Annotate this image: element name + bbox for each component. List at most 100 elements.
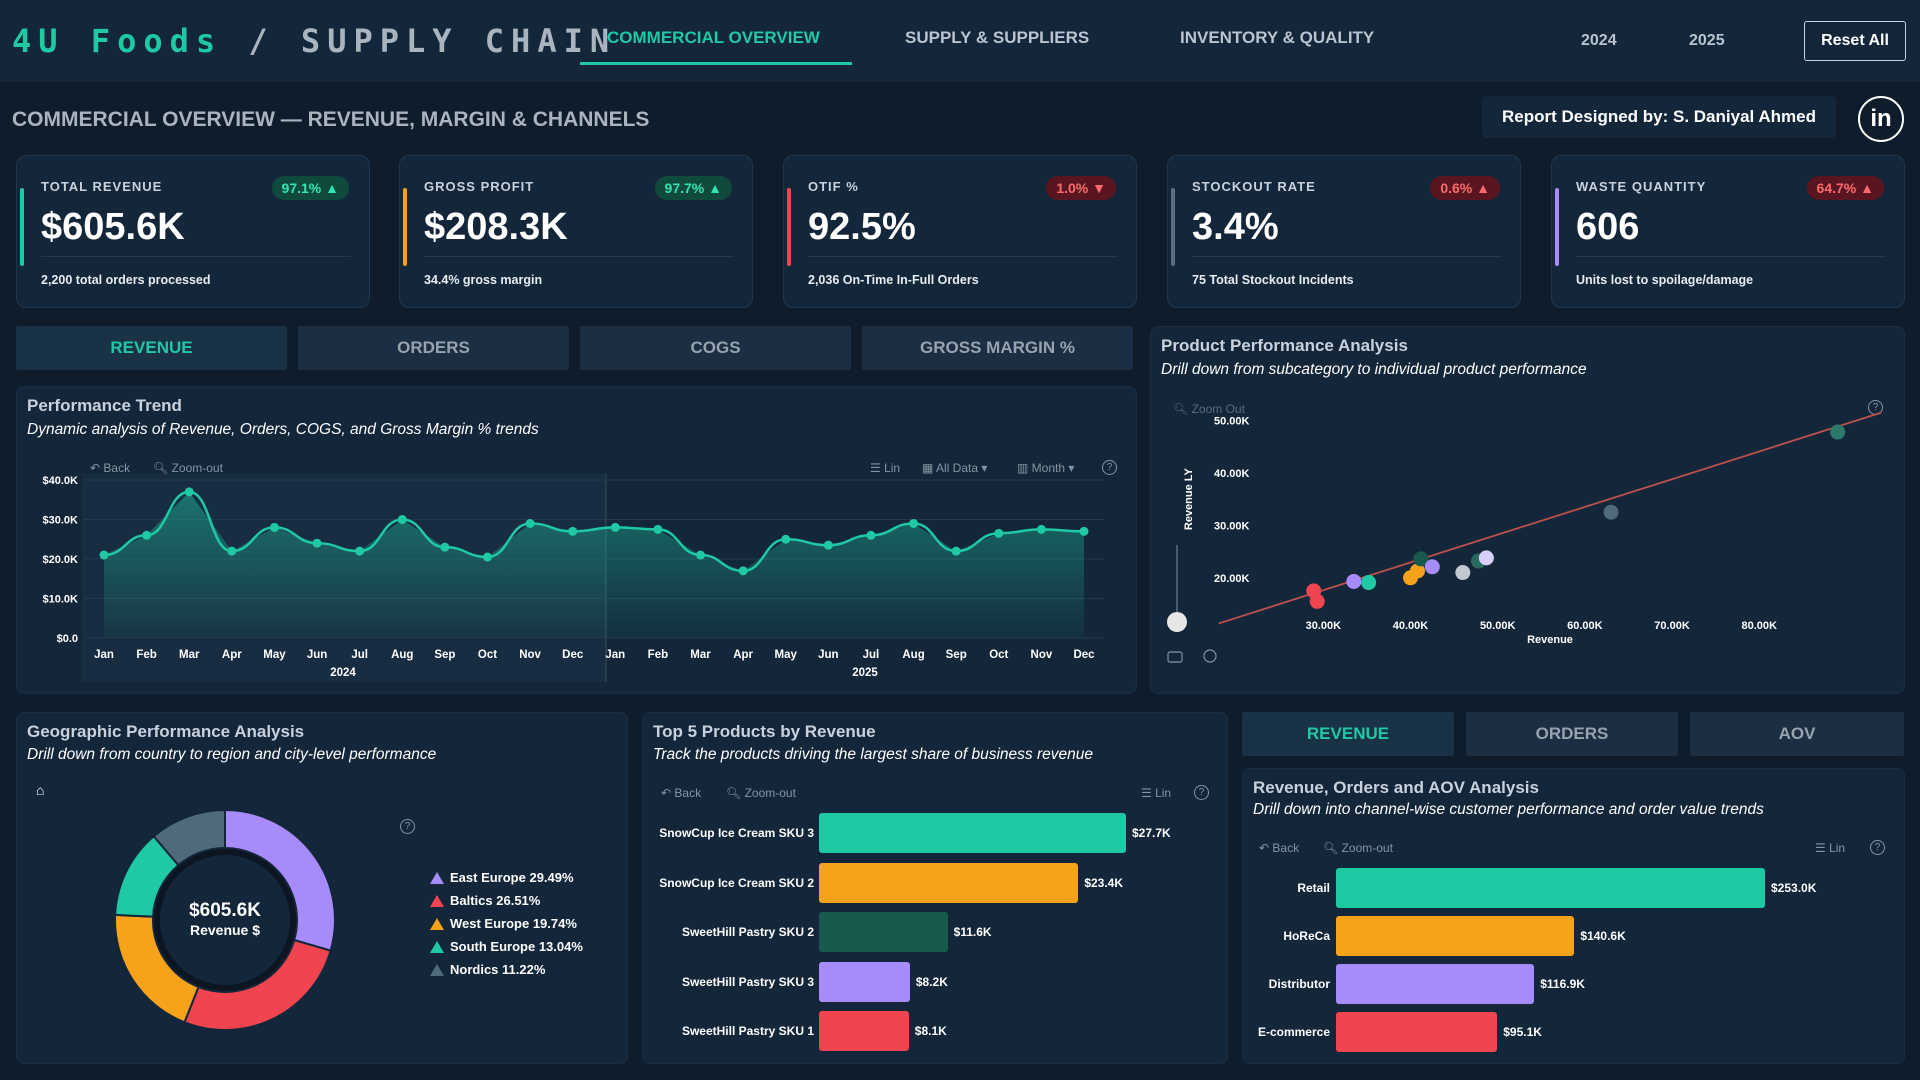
channel-tab-revenue[interactable]: REVENUE <box>1242 712 1454 756</box>
trend-point[interactable] <box>99 550 109 560</box>
donut-slice[interactable] <box>152 808 226 867</box>
trend-point[interactable] <box>951 546 961 556</box>
trend-point[interactable] <box>781 534 791 544</box>
top5-zoom-button[interactable]: 🔍︎ Zoom-out <box>726 786 796 800</box>
geo-legend-item[interactable]: East Europe 29.49% <box>430 870 583 885</box>
trend-point[interactable] <box>525 518 535 528</box>
geo-legend-label: Nordics 11.22% <box>450 962 546 977</box>
bar[interactable] <box>1336 1012 1498 1052</box>
kpi-label: TOTAL REVENUE <box>41 179 163 194</box>
geo-legend-item[interactable]: West Europe 19.74% <box>430 916 583 931</box>
trend-point[interactable] <box>738 566 748 576</box>
geo-legend-item[interactable]: South Europe 13.04% <box>430 939 583 954</box>
channel-help-icon[interactable]: ? <box>1870 840 1885 855</box>
geo-help-icon[interactable]: ? <box>400 819 415 834</box>
scatter-point[interactable] <box>1478 550 1494 566</box>
trend-point[interactable] <box>184 487 194 497</box>
kpi-card: WASTE QUANTITY 64.7% ▲ 606 Units lost to sp… <box>1551 155 1905 308</box>
channel-back-button[interactable]: ↶ Back <box>1259 841 1299 855</box>
scatter-point[interactable] <box>1413 551 1429 567</box>
channel-zoom-button[interactable]: 🔍︎ Zoom-out <box>1323 841 1393 855</box>
trend-all-data-dropdown[interactable]: ▦ All Data ▾ <box>922 461 987 475</box>
scatter-point[interactable] <box>1346 573 1362 589</box>
kpi-subtext: 75 Total Stockout Incidents <box>1192 273 1354 287</box>
trend-zoom-button[interactable]: 🔍︎ Zoom-out <box>153 461 223 475</box>
tab-supply-suppliers[interactable]: SUPPLY & SUPPLIERS <box>905 28 1090 47</box>
bar[interactable] <box>819 1011 909 1051</box>
bar-category-label: E-commerce <box>1257 1025 1330 1039</box>
bar[interactable] <box>819 813 1126 853</box>
trend-point[interactable] <box>909 518 919 528</box>
home-icon[interactable]: ⌂ <box>36 782 45 798</box>
scatter-point[interactable] <box>1361 575 1377 591</box>
metric-tab-orders[interactable]: ORDERS <box>298 326 569 370</box>
top5-back-button[interactable]: ↶ Back <box>661 786 701 800</box>
top5-help-icon[interactable]: ? <box>1194 785 1209 800</box>
scatter-point[interactable] <box>1409 563 1425 579</box>
trend-point[interactable] <box>866 530 876 540</box>
trend-point[interactable] <box>355 546 365 556</box>
scatter-point[interactable] <box>1830 424 1846 440</box>
year-filter-2025[interactable]: 2025 <box>1689 32 1725 49</box>
scatter-zoom-out-button[interactable]: 🔍︎ Zoom Out <box>1173 402 1245 416</box>
bar[interactable] <box>819 862 1079 903</box>
geo-legend-label: East Europe 29.49% <box>450 870 574 885</box>
trend-month-dropdown[interactable]: ▥ Month ▾ <box>1017 461 1074 475</box>
trend-point[interactable] <box>397 515 407 524</box>
geo-legend-item[interactable]: Nordics 11.22% <box>430 962 583 977</box>
trend-point[interactable] <box>1079 526 1089 536</box>
trend-point[interactable] <box>1036 524 1046 534</box>
bar[interactable] <box>819 912 948 952</box>
tab-commercial-overview[interactable]: COMMERCIAL OVERVIEW <box>607 28 820 47</box>
kpi-label: STOCKOUT RATE <box>1192 179 1316 194</box>
trend-point[interactable] <box>440 542 450 552</box>
trend-lin-button[interactable]: ☰ Lin <box>870 461 900 475</box>
geo-title: Geographic Performance Analysis <box>27 722 305 741</box>
trend-point[interactable] <box>568 526 578 536</box>
trend-point[interactable] <box>610 522 620 532</box>
trend-back-label: Back <box>103 461 131 475</box>
metric-tab-gross-margin[interactable]: GROSS MARGIN % <box>862 326 1133 370</box>
trend-point[interactable] <box>696 550 706 560</box>
bar[interactable] <box>1336 868 1765 908</box>
trend-point[interactable] <box>227 546 237 556</box>
kpi-change-badge: 0.6% ▲ <box>1430 176 1500 200</box>
trend-point[interactable] <box>653 524 663 534</box>
scatter-y-tick: 20.00K <box>1214 573 1250 585</box>
trend-point[interactable] <box>823 540 833 550</box>
scatter-point[interactable] <box>1424 559 1440 575</box>
trend-point[interactable] <box>269 522 279 532</box>
trend-point[interactable] <box>142 530 152 540</box>
geo-legend-item[interactable]: Baltics 26.51% <box>430 893 583 908</box>
metric-tab-revenue[interactable]: REVENUE <box>16 326 287 370</box>
bar[interactable] <box>819 961 910 1002</box>
channel-back-label: Back <box>1272 841 1300 855</box>
top5-lin-button[interactable]: ☰ Lin <box>1141 786 1171 800</box>
channel-tab-orders[interactable]: ORDERS <box>1466 712 1678 756</box>
trend-help-icon[interactable]: ? <box>1102 460 1117 475</box>
trend-point[interactable] <box>994 528 1004 538</box>
brand-name: 4U Foods <box>12 22 223 60</box>
bar-category-label: SweetHill Pastry SKU 3 <box>681 974 814 989</box>
trend-point[interactable] <box>312 538 322 548</box>
trend-back-button[interactable]: ↶ Back <box>90 461 130 475</box>
scatter-point[interactable] <box>1309 593 1325 609</box>
zoom-slider-handle[interactable] <box>1167 612 1187 632</box>
bar[interactable] <box>1336 964 1535 1004</box>
reset-all-button[interactable]: Reset All <box>1804 21 1906 61</box>
scatter-point[interactable] <box>1603 504 1619 520</box>
linkedin-icon[interactable]: in <box>1858 96 1904 142</box>
camera-icon[interactable] <box>1167 651 1183 663</box>
lasso-icon[interactable] <box>1203 649 1217 663</box>
channel-lin-button[interactable]: ☰ Lin <box>1815 841 1845 855</box>
trend-lin-label: Lin <box>884 461 901 475</box>
year-filter-2024[interactable]: 2024 <box>1581 32 1617 49</box>
donut-slice[interactable] <box>224 808 336 952</box>
metric-tab-cogs[interactable]: COGS <box>580 326 851 370</box>
bar[interactable] <box>1336 916 1575 956</box>
tab-inventory-quality[interactable]: INVENTORY & QUALITY <box>1180 28 1375 47</box>
trend-point[interactable] <box>482 552 492 562</box>
channel-tab-aov[interactable]: AOV <box>1690 712 1904 756</box>
scatter-point[interactable] <box>1455 565 1471 581</box>
bar-value-label: $23.4K <box>1084 875 1124 890</box>
